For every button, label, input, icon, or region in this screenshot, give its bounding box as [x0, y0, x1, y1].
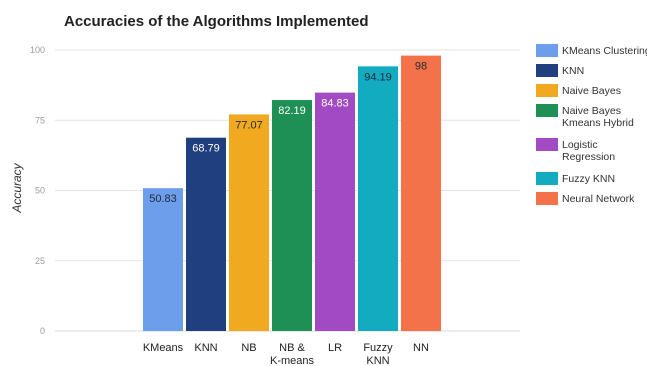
bar-neural-network	[401, 55, 441, 332]
bar-kmeans-clustering	[143, 188, 183, 331]
x-tick-5: LR	[328, 342, 342, 354]
data-label-6: 94.19	[364, 71, 392, 83]
legend-swatch-2	[536, 64, 558, 77]
legend-label-5: Logistic Regression	[562, 139, 615, 163]
legend-label-1: KMeans Clustering	[562, 45, 647, 57]
data-label-7: 98	[415, 61, 427, 73]
data-label-5: 84.83	[321, 98, 349, 110]
data-label-2: 68.79	[192, 143, 220, 155]
legend-swatch-4	[536, 104, 558, 117]
legend: KMeans Clustering KNN Naive Bayes Naive Bay…	[536, 44, 647, 205]
data-label-3: 77.07	[235, 119, 263, 131]
x-tick-1: KMeans	[143, 342, 184, 354]
bars	[143, 55, 441, 332]
legend-swatch-1	[536, 44, 558, 57]
x-tick-4: NB & K-means	[270, 342, 315, 366]
bar-fuzzy-knn	[358, 66, 398, 331]
legend-label-6: Fuzzy KNN	[562, 173, 615, 185]
legend-swatch-5	[536, 138, 558, 151]
legend-swatch-6	[536, 172, 558, 185]
bar-naive-bayes-kmeans-hybrid	[272, 100, 312, 331]
y-axis-label: Accuracy	[10, 162, 24, 213]
legend-label-4: Naive Bayes Kmeans Hybrid	[562, 105, 634, 129]
y-tick-100: 100	[30, 45, 45, 55]
x-tick-labels: KMeans KNN NB NB & K-means LR Fuzzy KNN NN	[143, 342, 429, 366]
x-tick-2: KNN	[194, 342, 217, 354]
legend-label-3: Naive Bayes	[562, 85, 621, 97]
bar-naive-bayes	[229, 114, 269, 332]
y-tick-25: 25	[35, 256, 45, 266]
y-tick-75: 75	[35, 115, 45, 125]
data-label-4: 82.19	[278, 105, 306, 117]
chart-title: Accuracies of the Algorithms Implemented	[64, 13, 369, 30]
y-tick-labels: 0 25 50 75 100	[30, 45, 45, 336]
data-labels: 50.83 68.79 77.07 82.19 84.83 94.19 98	[149, 61, 427, 206]
y-tick-0: 0	[40, 326, 45, 336]
x-tick-7: NN	[413, 342, 429, 354]
data-label-1: 50.83	[149, 193, 177, 205]
y-tick-50: 50	[35, 186, 45, 196]
legend-swatch-7	[536, 192, 558, 205]
legend-label-2: KNN	[562, 65, 584, 77]
bar-knn	[186, 137, 226, 331]
legend-label-7: Neural Network	[562, 193, 635, 205]
x-tick-6: Fuzzy KNN	[363, 342, 393, 366]
legend-swatch-3	[536, 84, 558, 97]
bar-logistic-regression	[315, 92, 355, 331]
x-tick-3: NB	[241, 342, 256, 354]
